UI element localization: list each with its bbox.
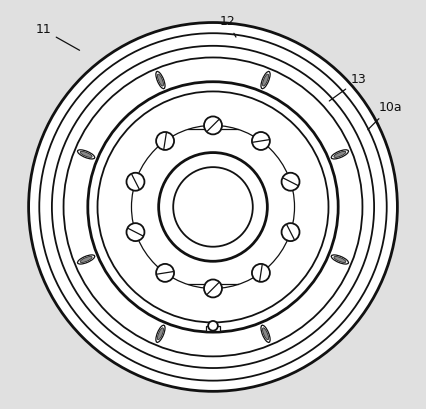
Circle shape xyxy=(282,173,299,191)
Ellipse shape xyxy=(156,72,165,89)
Circle shape xyxy=(208,321,218,330)
Ellipse shape xyxy=(331,150,348,159)
Ellipse shape xyxy=(78,255,95,264)
Ellipse shape xyxy=(334,151,346,157)
Text: 13: 13 xyxy=(329,73,366,101)
Ellipse shape xyxy=(158,328,164,340)
Ellipse shape xyxy=(156,325,165,342)
Bar xyxy=(206,326,220,331)
Ellipse shape xyxy=(331,255,348,264)
Circle shape xyxy=(282,223,299,241)
Circle shape xyxy=(127,223,144,241)
Ellipse shape xyxy=(334,256,346,263)
Circle shape xyxy=(204,117,222,135)
Ellipse shape xyxy=(80,151,92,157)
Circle shape xyxy=(204,279,222,297)
Circle shape xyxy=(127,173,144,191)
Circle shape xyxy=(156,264,174,282)
Ellipse shape xyxy=(261,325,270,342)
Text: 12: 12 xyxy=(220,15,236,37)
Ellipse shape xyxy=(158,74,164,86)
Text: 11: 11 xyxy=(35,23,80,50)
Ellipse shape xyxy=(262,328,268,340)
Ellipse shape xyxy=(262,74,268,86)
Circle shape xyxy=(252,132,270,150)
Text: 10a: 10a xyxy=(368,101,402,130)
Circle shape xyxy=(252,264,270,282)
Ellipse shape xyxy=(80,256,92,263)
Ellipse shape xyxy=(78,150,95,159)
Circle shape xyxy=(29,22,397,391)
Ellipse shape xyxy=(261,72,270,89)
Circle shape xyxy=(156,132,174,150)
